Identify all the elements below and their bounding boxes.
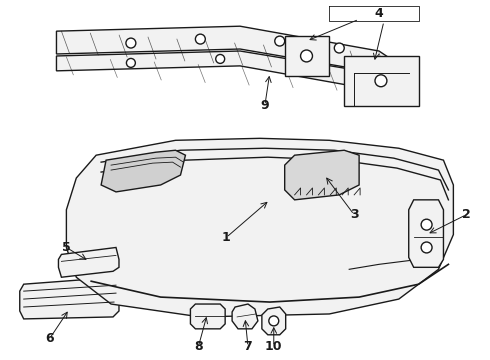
Circle shape (421, 242, 432, 253)
Polygon shape (20, 277, 119, 319)
Polygon shape (101, 150, 185, 192)
Polygon shape (56, 51, 394, 96)
Circle shape (126, 58, 135, 67)
Polygon shape (232, 304, 258, 329)
Polygon shape (58, 247, 119, 277)
Polygon shape (285, 150, 359, 200)
Text: 1: 1 (222, 231, 230, 244)
Text: 6: 6 (45, 332, 54, 345)
Text: 2: 2 (462, 208, 471, 221)
Text: 7: 7 (244, 340, 252, 353)
Circle shape (275, 36, 285, 46)
Circle shape (305, 59, 314, 68)
Text: 4: 4 (374, 7, 383, 20)
Polygon shape (285, 36, 329, 76)
Text: 5: 5 (62, 241, 71, 254)
Polygon shape (344, 56, 418, 105)
Circle shape (269, 316, 279, 326)
Circle shape (126, 38, 136, 48)
Text: 3: 3 (350, 208, 359, 221)
Text: 8: 8 (194, 340, 203, 353)
Circle shape (196, 34, 205, 44)
Circle shape (375, 75, 387, 87)
Polygon shape (409, 200, 443, 267)
Circle shape (216, 54, 224, 63)
Text: 10: 10 (265, 340, 283, 353)
Text: 9: 9 (261, 99, 269, 112)
Polygon shape (66, 138, 453, 317)
Polygon shape (191, 304, 225, 329)
Circle shape (421, 219, 432, 230)
Circle shape (300, 50, 313, 62)
Polygon shape (56, 26, 394, 76)
Circle shape (334, 43, 344, 53)
Polygon shape (262, 307, 286, 335)
